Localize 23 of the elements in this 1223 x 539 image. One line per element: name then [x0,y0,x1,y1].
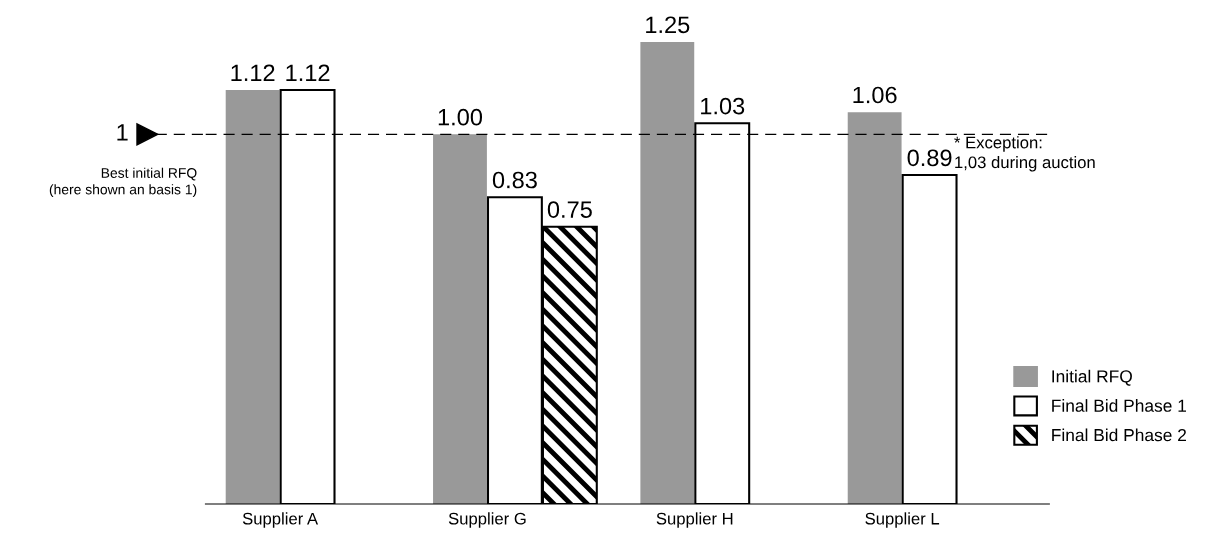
bar [640,41,695,504]
data-label: 1.12 [286,64,330,81]
annotation: * Exception: 1,03 during auction [954,136,1095,172]
x-tick-label: Supplier G [448,512,526,528]
data-label: 1.00 [438,108,483,126]
data-label: 1.12 [231,64,275,81]
legend-label: Final Bid Phase 1 [1052,399,1187,412]
data-label: 0.75 [547,201,592,218]
x-tick-label: Supplier L [865,512,940,528]
bar [847,112,902,504]
data-label: 1.03 [701,97,745,115]
bar [433,134,487,504]
data-label: 0.89 [907,149,952,167]
x-tick-label: Supplier A [242,512,319,528]
data-label: 1.25 [646,16,690,34]
data-label: 0.83 [492,171,537,189]
ref-line-label: 1 [117,124,128,141]
x-tick-label: Supplier H [656,512,733,528]
data-label: 1.06 [853,86,897,104]
bar [225,90,280,504]
legend-label: Final Bid Phase 2 [1052,428,1186,442]
legend-label: Initial RFQ [1052,369,1132,386]
text: Best initial RFQ (here shown an basis 1) [49,167,197,198]
